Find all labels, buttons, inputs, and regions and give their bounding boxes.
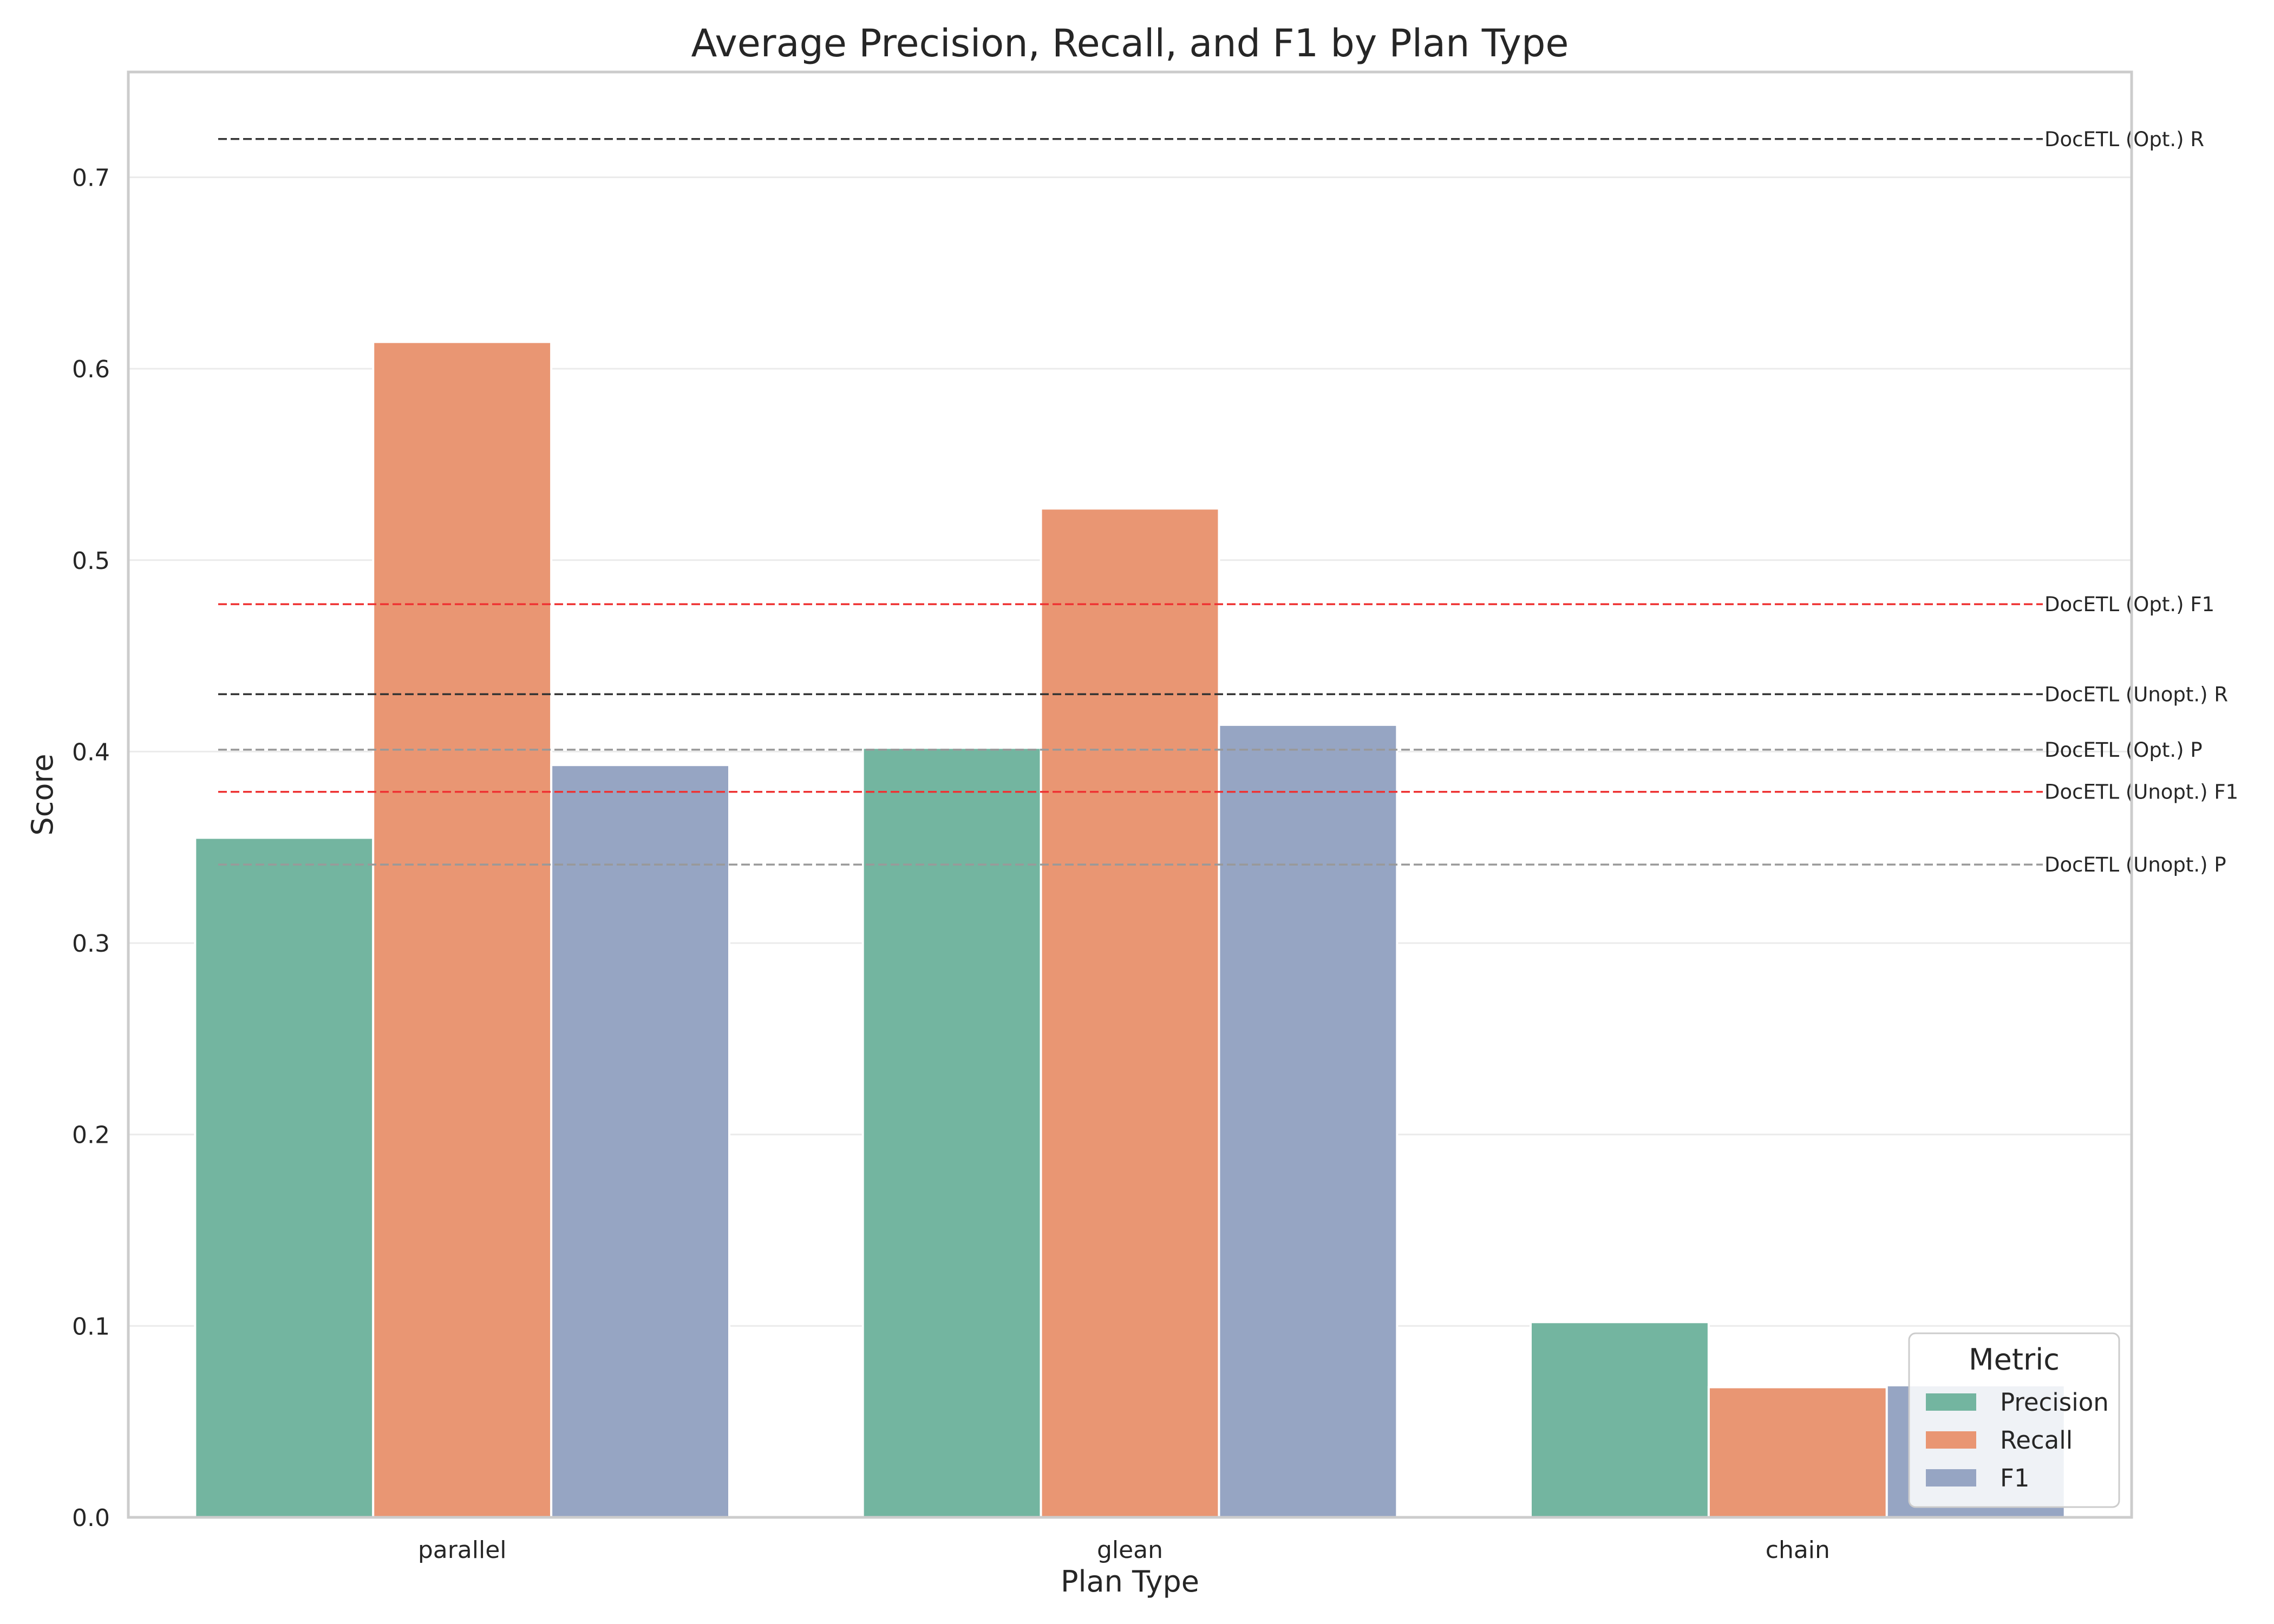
y-tick-label: 0.1 [72, 1313, 110, 1340]
x-axis: parallel glean chain [418, 1536, 1830, 1564]
bar-parallel-precision [194, 836, 375, 1518]
legend-swatch-recall [1926, 1431, 1976, 1449]
y-tick-label: 0.0 [72, 1504, 110, 1532]
reference-line-label: DocETL (Unopt.) R [2044, 683, 2228, 706]
y-tick-label: 0.3 [72, 930, 110, 958]
legend-label-f1: F1 [2000, 1464, 2030, 1492]
reference-line-label: DocETL (Opt.) F1 [2044, 593, 2214, 616]
bar-glean-precision [861, 746, 1042, 1518]
reference-line-label: DocETL (Unopt.) P [2044, 853, 2226, 876]
y-tick-label: 0.2 [72, 1122, 110, 1149]
legend-box [1908, 1332, 2120, 1508]
y-axis: 0.0 0.1 0.2 0.3 0.4 0.5 0.6 0.7 [72, 165, 110, 1532]
reference-line-label: DocETL (Unopt.) F1 [2044, 781, 2238, 804]
x-tick-label-glean: glean [1097, 1536, 1163, 1564]
reference-line-label: DocETL (Opt.) P [2044, 738, 2203, 762]
x-tick-label-parallel: parallel [418, 1536, 507, 1564]
x-axis-label: Plan Type [1061, 1564, 1199, 1599]
bar-glean-recall [1040, 507, 1220, 1518]
legend: Metric Precision Recall F1 [1908, 1332, 2120, 1508]
legend-label-recall: Recall [2000, 1426, 2073, 1455]
legend-title: Metric [1969, 1343, 2060, 1377]
reference-lines: DocETL (Opt.) R DocETL (Opt.) F1 DocETL (U… [218, 128, 2238, 876]
legend-swatch-precision [1926, 1393, 1976, 1411]
legend-items: Precision Recall F1 [1926, 1388, 2109, 1492]
y-axis-label: Score [25, 754, 60, 835]
bars [194, 340, 2066, 1519]
chart-title: Average Precision, Recall, and F1 by Pla… [691, 21, 1569, 66]
legend-label-precision: Precision [2000, 1388, 2109, 1417]
bar-chain-precision [1530, 1321, 1710, 1518]
bar-parallel-f1 [550, 764, 730, 1518]
y-tick-label: 0.6 [72, 356, 110, 383]
reference-line-label: DocETL (Opt.) R [2044, 128, 2204, 151]
plot-area-frame [127, 70, 2133, 1519]
x-tick-label-chain: chain [1766, 1536, 1830, 1564]
y-tick-label: 0.7 [72, 165, 110, 192]
bar-parallel-recall [372, 340, 553, 1518]
y-tick-label: 0.4 [72, 738, 110, 766]
y-tick-label: 0.5 [72, 547, 110, 575]
legend-swatch-f1 [1926, 1469, 1976, 1487]
bar-glean-f1 [1218, 723, 1399, 1518]
bar-chain-recall [1707, 1386, 1888, 1519]
